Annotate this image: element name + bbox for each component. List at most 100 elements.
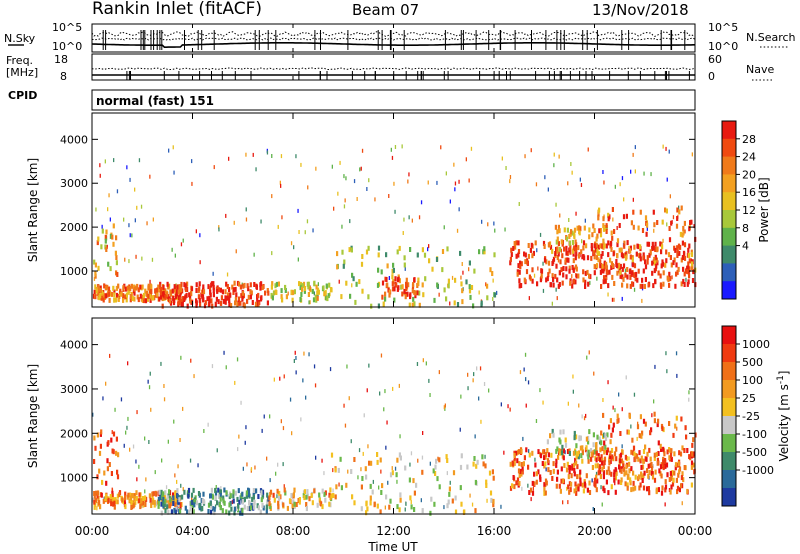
scatter-cell [601,502,603,507]
scatter-cell [167,509,170,515]
scatter-cell [117,296,120,302]
scatter-cell [509,407,511,412]
scatter-cell [352,276,355,282]
scatter-cell [161,458,163,463]
scatter-cell [620,468,623,474]
colorbar-segment [722,174,736,193]
scatter-cell [144,298,148,304]
scatter-cell [560,248,562,253]
scatter-cell [276,494,278,499]
scatter-cell [138,158,141,163]
scatter-cell [379,391,381,396]
scatter-cell [438,457,441,463]
scatter-cell [416,362,419,366]
scatter-cell [686,488,689,494]
scatter-cell [140,296,143,302]
scatter-cell [399,455,402,461]
scatter-cell [599,243,602,249]
scatter-cell [593,254,596,260]
scatter-cell [437,456,439,461]
scatter-cell [191,499,194,505]
scatter-cell [603,226,606,232]
scatter-cell [475,463,478,469]
scatter-cell [94,284,97,290]
scatter-cell [228,301,231,307]
scatter-cell [460,453,463,459]
scatter-cell [558,448,561,454]
scatter-cell [215,296,218,302]
scatter-cell [673,470,676,476]
scatter-cell [509,179,511,184]
scatter-cell [275,471,277,476]
scatter-cell [302,281,306,287]
scatter-cell [381,294,384,300]
scatter-cell [130,283,133,289]
scatter-cell [381,483,384,489]
noise-traces [91,30,696,50]
colorbar-tick-label: 28 [742,133,756,146]
scatter-cell [317,282,319,287]
scatter-cell [662,459,665,465]
freq-tick-top: 18 [54,53,68,66]
scatter-cell [569,487,572,493]
scatter-cell [94,271,97,277]
scatter-cell [647,473,650,479]
scatter-cell [404,266,406,271]
scatter-cell [597,456,601,461]
scatter-cell [303,288,306,294]
scatter-cell [643,470,646,476]
scatter-cell [678,209,681,215]
scatter-cell [625,375,627,380]
scatter-cell [575,485,578,491]
scatter-cell [664,262,667,268]
scatter-cell [314,383,317,388]
scatter-cell [468,284,471,290]
scatter-cell [93,276,96,281]
scatter-cell [179,504,182,510]
scatter-cell [542,261,544,266]
scatter-cell [168,503,172,509]
scatter-cell [449,199,451,204]
scatter-cell [160,501,163,507]
scatter-cell [619,458,622,464]
scatter-cell [391,466,393,471]
scatter-cell [454,509,458,515]
scatter-cell [188,292,191,298]
scatter-cell [172,495,175,501]
scatter-cell [132,503,135,509]
scatter-cell [587,435,590,441]
scatter-cell [602,268,605,274]
scatter-cell [211,364,214,369]
noise-sky-trace [91,42,695,48]
scatter-cell [93,491,96,496]
scatter-cell [603,460,606,466]
scatter-cell [162,497,165,502]
colorbar-tick-label: 1000 [742,338,770,351]
scatter-cell [557,258,560,263]
ytick-label: 4000 [60,133,88,146]
scatter-cell [377,252,380,258]
scatter-cell [109,217,111,222]
scatter-cell [97,287,101,293]
scatter-cell [571,463,574,469]
scatter-cell [632,272,636,278]
scatter-cell [245,207,247,212]
scatter-cell [300,417,302,422]
scatter-cell [408,477,411,483]
scatter-cell [407,282,410,288]
scatter-cell [608,460,611,466]
scatter-cell [177,289,180,295]
scatter-cell [236,496,239,502]
scatter-cell [598,436,601,442]
scatter-cell [395,282,398,288]
scatter-cell [553,163,555,168]
scatter-cell [259,509,262,515]
scatter-cell [456,228,459,233]
scatter-cell [449,301,451,306]
scatter-cell [668,226,671,231]
scatter-cell [164,508,167,514]
scatter-cell [661,485,664,491]
scatter-cell [554,251,557,256]
scatter-cell [141,284,144,290]
scatter-cell [565,467,569,473]
